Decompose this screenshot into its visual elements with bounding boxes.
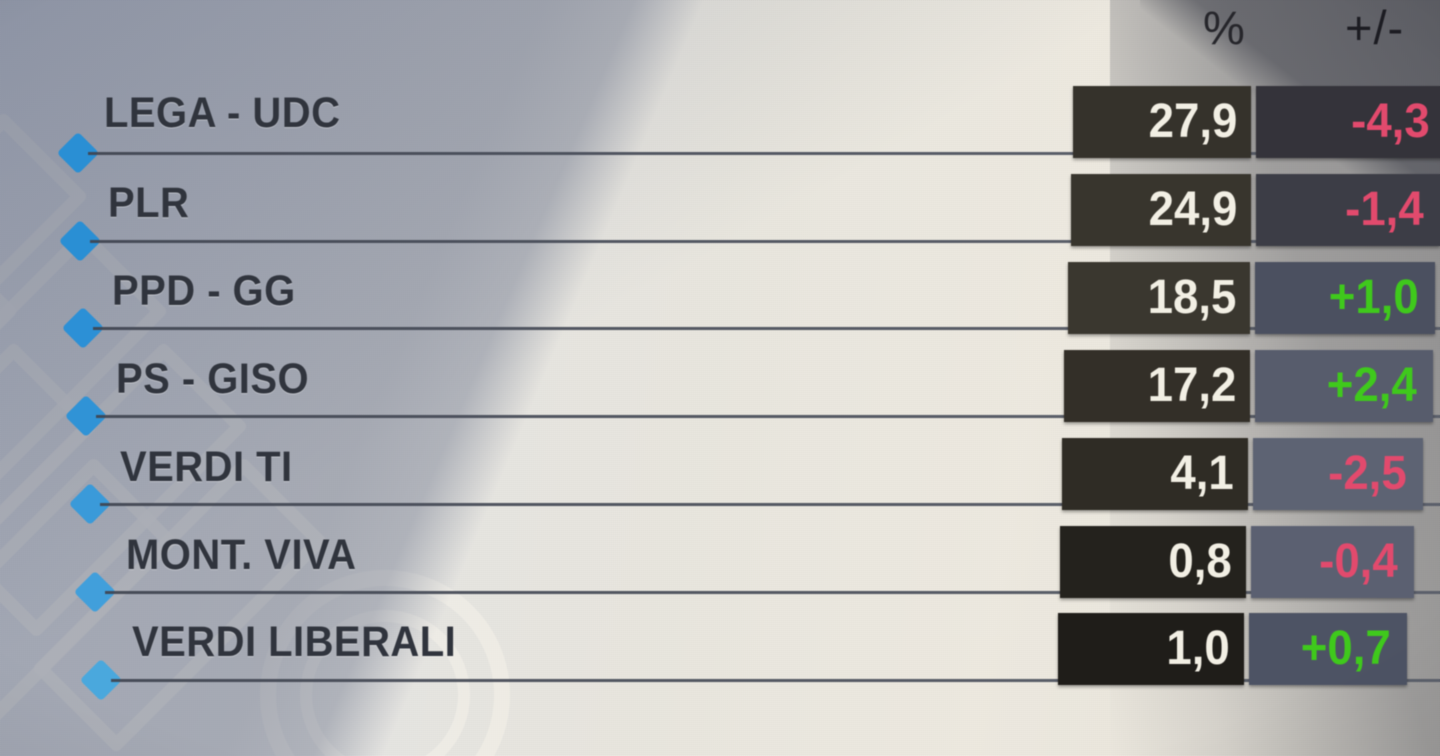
value-box: 27,9 — [1073, 86, 1251, 158]
party-label: MONT. VIVA — [126, 531, 357, 579]
delta-text: -1,4 — [1345, 183, 1424, 236]
party-label: PLR — [108, 179, 190, 227]
delta-text: +2,4 — [1326, 359, 1417, 412]
party-label: PS - GISO — [116, 355, 310, 403]
column-header-percent: % — [1203, 1, 1246, 54]
value-box: 24,9 — [1071, 174, 1251, 246]
party-label: PPD - GG — [112, 267, 296, 315]
delta-box: +0,7 — [1249, 613, 1407, 685]
delta-text: -0,4 — [1319, 535, 1398, 588]
delta-text: -2,5 — [1328, 447, 1407, 500]
value-text: 4,1 — [1170, 447, 1234, 500]
party-label: VERDI LIBERALI — [132, 618, 457, 666]
value-text: 17,2 — [1147, 359, 1236, 412]
value-box: 0,8 — [1060, 526, 1246, 598]
delta-box: -0,4 — [1251, 526, 1414, 598]
delta-text: +0,7 — [1300, 622, 1391, 675]
value-text: 24,9 — [1148, 183, 1237, 236]
party-label: LEGA - UDC — [104, 89, 341, 137]
delta-box: -2,5 — [1253, 438, 1423, 510]
delta-box: -4,3 — [1256, 86, 1440, 158]
value-text: 0,8 — [1168, 535, 1232, 588]
delta-box: +1,0 — [1255, 262, 1435, 334]
value-box: 1,0 — [1058, 613, 1244, 685]
delta-box: +2,4 — [1255, 350, 1433, 422]
value-box: 17,2 — [1064, 350, 1250, 422]
delta-text: -4,3 — [1351, 95, 1430, 148]
value-box: 4,1 — [1062, 438, 1248, 510]
column-header-delta: +/- — [1345, 1, 1405, 54]
value-text: 1,0 — [1166, 622, 1230, 675]
party-label: VERDI TI — [120, 443, 293, 491]
value-text: 18,5 — [1147, 271, 1236, 324]
delta-text: +1,0 — [1328, 271, 1419, 324]
delta-box: -1,4 — [1256, 174, 1440, 246]
value-box: 18,5 — [1068, 262, 1250, 334]
value-text: 27,9 — [1148, 95, 1237, 148]
